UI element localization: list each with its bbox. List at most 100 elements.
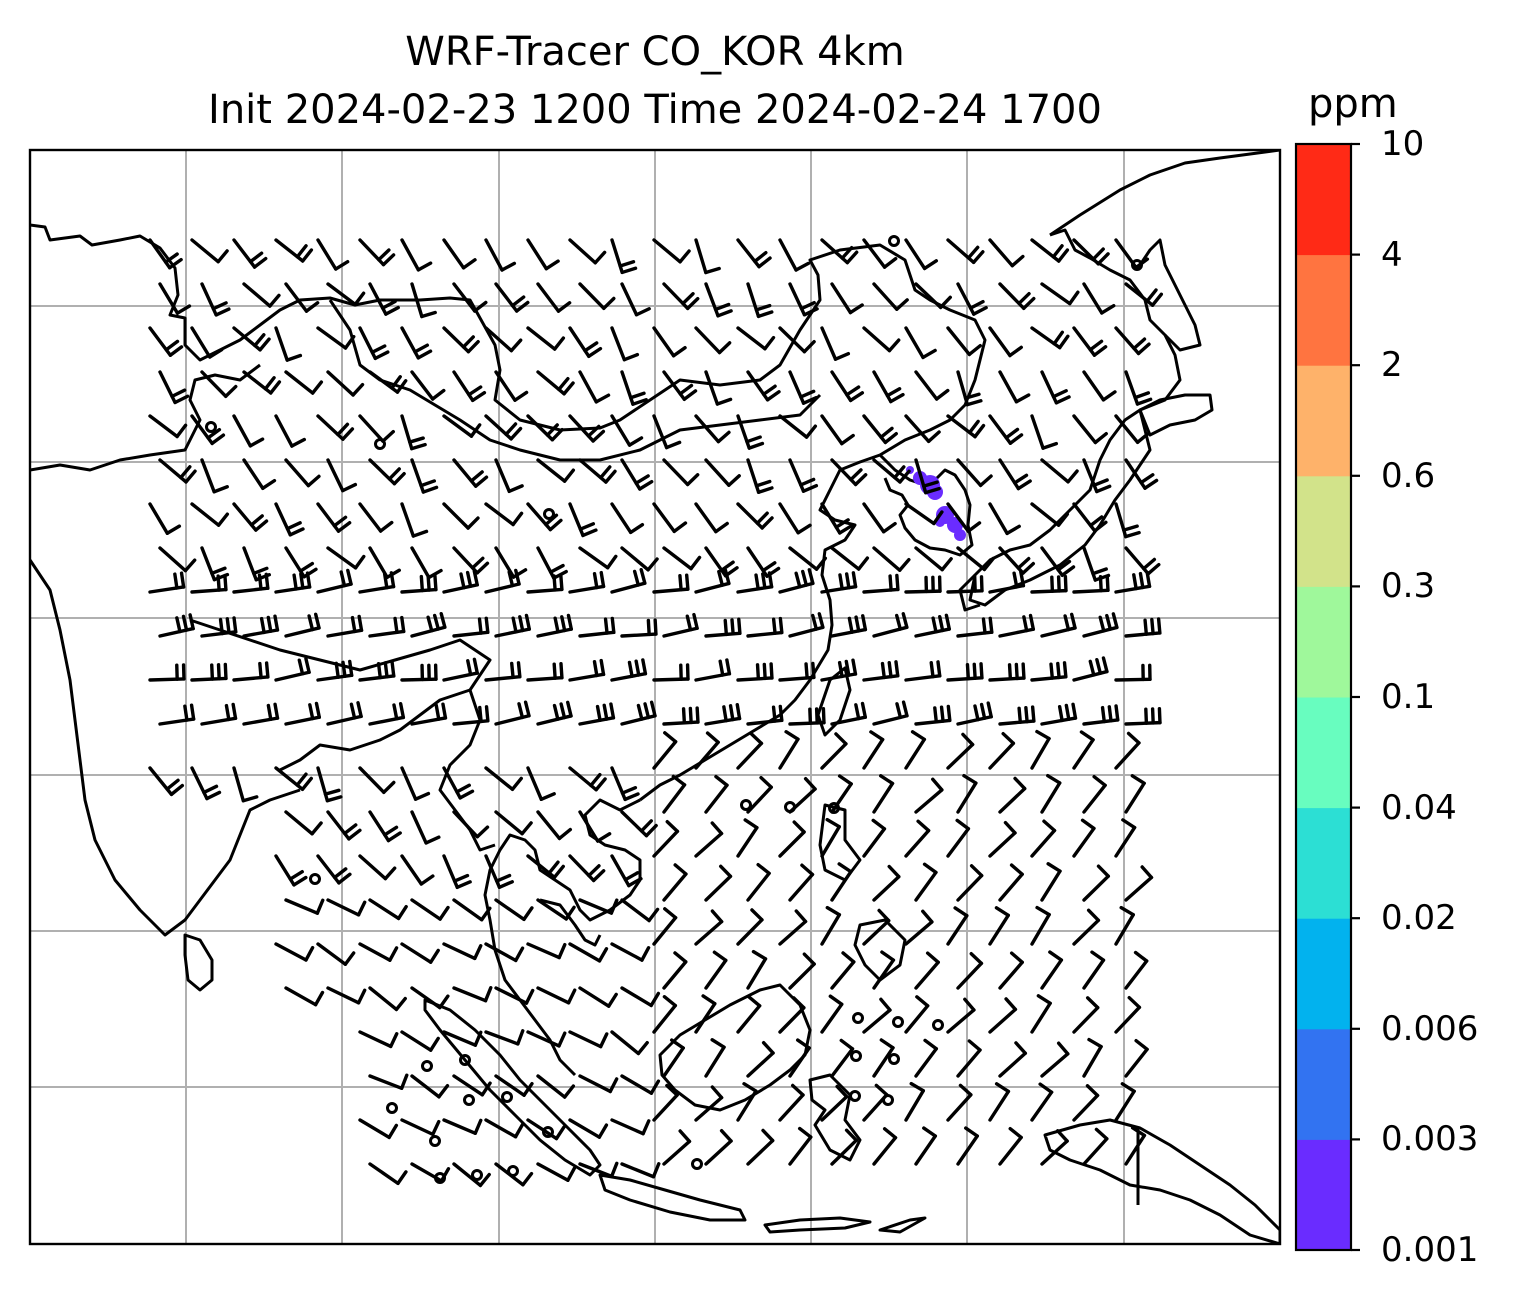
wind-barb xyxy=(778,820,806,858)
wind-barb xyxy=(904,238,939,271)
wind-barb xyxy=(526,854,565,880)
wind-barb xyxy=(662,951,688,990)
colorbar-segment xyxy=(1296,475,1351,587)
wind-barb xyxy=(862,908,891,946)
coastline-luzon xyxy=(818,803,862,882)
wind-barb xyxy=(400,854,435,886)
wind-barb xyxy=(326,282,366,307)
wind-barb xyxy=(536,986,577,1005)
wind-barb xyxy=(274,571,312,594)
wind-barb xyxy=(452,986,493,1003)
wind-barb xyxy=(1072,326,1108,357)
wind-barb xyxy=(242,370,282,395)
wind-barb xyxy=(410,546,443,580)
calm-wind-marker xyxy=(882,1094,894,1106)
wind-barb xyxy=(410,370,446,401)
wind-barb xyxy=(778,909,808,946)
wind-barb xyxy=(956,864,984,902)
wind-barb xyxy=(1082,864,1110,902)
wind-barb xyxy=(484,1118,525,1139)
wind-barb xyxy=(1040,282,1080,306)
wind-barb xyxy=(746,282,774,319)
calm-wind-marker xyxy=(740,799,752,811)
wind-barb xyxy=(820,326,851,361)
wind-barb xyxy=(820,502,854,535)
colorbar-segment xyxy=(1296,144,1351,256)
wind-barb xyxy=(694,994,717,1034)
calm-wind-marker xyxy=(463,1094,475,1106)
wind-barb xyxy=(946,1083,973,1122)
wind-barb xyxy=(862,414,898,445)
wind-barb xyxy=(368,458,406,486)
wind-barb xyxy=(1082,774,1107,814)
wind-barb xyxy=(694,326,732,355)
calm-wind-marker xyxy=(828,802,840,814)
wind-barb xyxy=(652,238,691,264)
wind-barb xyxy=(316,659,354,682)
wind-barb xyxy=(536,458,576,483)
colorbar-tick-label: 0.6 xyxy=(1381,455,1436,496)
colorbar-segment xyxy=(1296,365,1351,477)
wind-barb xyxy=(368,615,406,638)
wind-barb xyxy=(1114,1082,1136,1122)
wind-barb xyxy=(620,370,648,406)
wind-barb xyxy=(662,546,702,571)
coastline-india xyxy=(30,559,301,937)
wind-barb xyxy=(652,820,680,858)
wind-barb xyxy=(1072,238,1110,266)
border-himalaya xyxy=(189,618,492,772)
wind-barb xyxy=(830,614,868,638)
wind-barb xyxy=(536,546,568,580)
wind-barb xyxy=(610,238,638,275)
wind-barb xyxy=(652,326,687,358)
wind-barb xyxy=(620,700,657,726)
wind-barb xyxy=(620,1074,661,1095)
wind-barb xyxy=(316,942,356,966)
wind-barb xyxy=(988,238,1025,268)
wind-barb xyxy=(1040,1129,1069,1166)
wind-barb xyxy=(578,616,616,638)
wind-barb xyxy=(914,777,944,814)
coastline-japan-honshu xyxy=(968,408,1152,607)
wind-barb xyxy=(284,898,325,915)
wind-barb xyxy=(704,370,733,406)
map-gridlines xyxy=(30,150,1280,1244)
wind-barb xyxy=(872,700,909,726)
colorbar-segment xyxy=(1296,918,1351,1030)
wind-barb xyxy=(820,658,858,682)
wind-barb xyxy=(620,618,658,638)
wind-barb xyxy=(662,774,687,814)
colorbar-segment xyxy=(1296,586,1351,698)
wind-barb xyxy=(578,1074,619,1094)
coastline-japan-kyushu xyxy=(958,573,981,612)
wind-barb xyxy=(536,898,576,921)
wind-barb xyxy=(410,986,450,1010)
wind-barb xyxy=(788,458,819,493)
wind-barb xyxy=(536,700,573,726)
wind-barb xyxy=(652,995,678,1034)
wind-barb xyxy=(148,414,188,439)
wind-barb xyxy=(746,616,784,638)
wind-barb xyxy=(400,326,433,360)
coastline-okhotsk xyxy=(1049,150,1280,237)
wind-barb xyxy=(410,458,439,494)
wind-barb xyxy=(526,414,564,442)
calm-wind-marker xyxy=(309,873,321,885)
wind-barb xyxy=(536,282,572,313)
wind-barb xyxy=(368,282,400,316)
wind-barb xyxy=(620,986,661,1008)
wind-barb xyxy=(998,458,1032,491)
wind-barb xyxy=(914,1038,938,1078)
wind-barb xyxy=(694,568,731,594)
wind-barb xyxy=(284,986,325,1007)
wind-barb xyxy=(610,658,648,682)
wind-barb xyxy=(736,571,774,594)
wind-barb xyxy=(484,766,523,792)
wind-barb xyxy=(778,996,806,1034)
wind-barb xyxy=(326,614,364,638)
wind-barb xyxy=(526,326,566,351)
calm-wind-marker xyxy=(459,1054,471,1066)
wind-barb xyxy=(746,949,768,990)
wind-barb xyxy=(484,661,522,682)
border-central-asia xyxy=(30,363,261,472)
